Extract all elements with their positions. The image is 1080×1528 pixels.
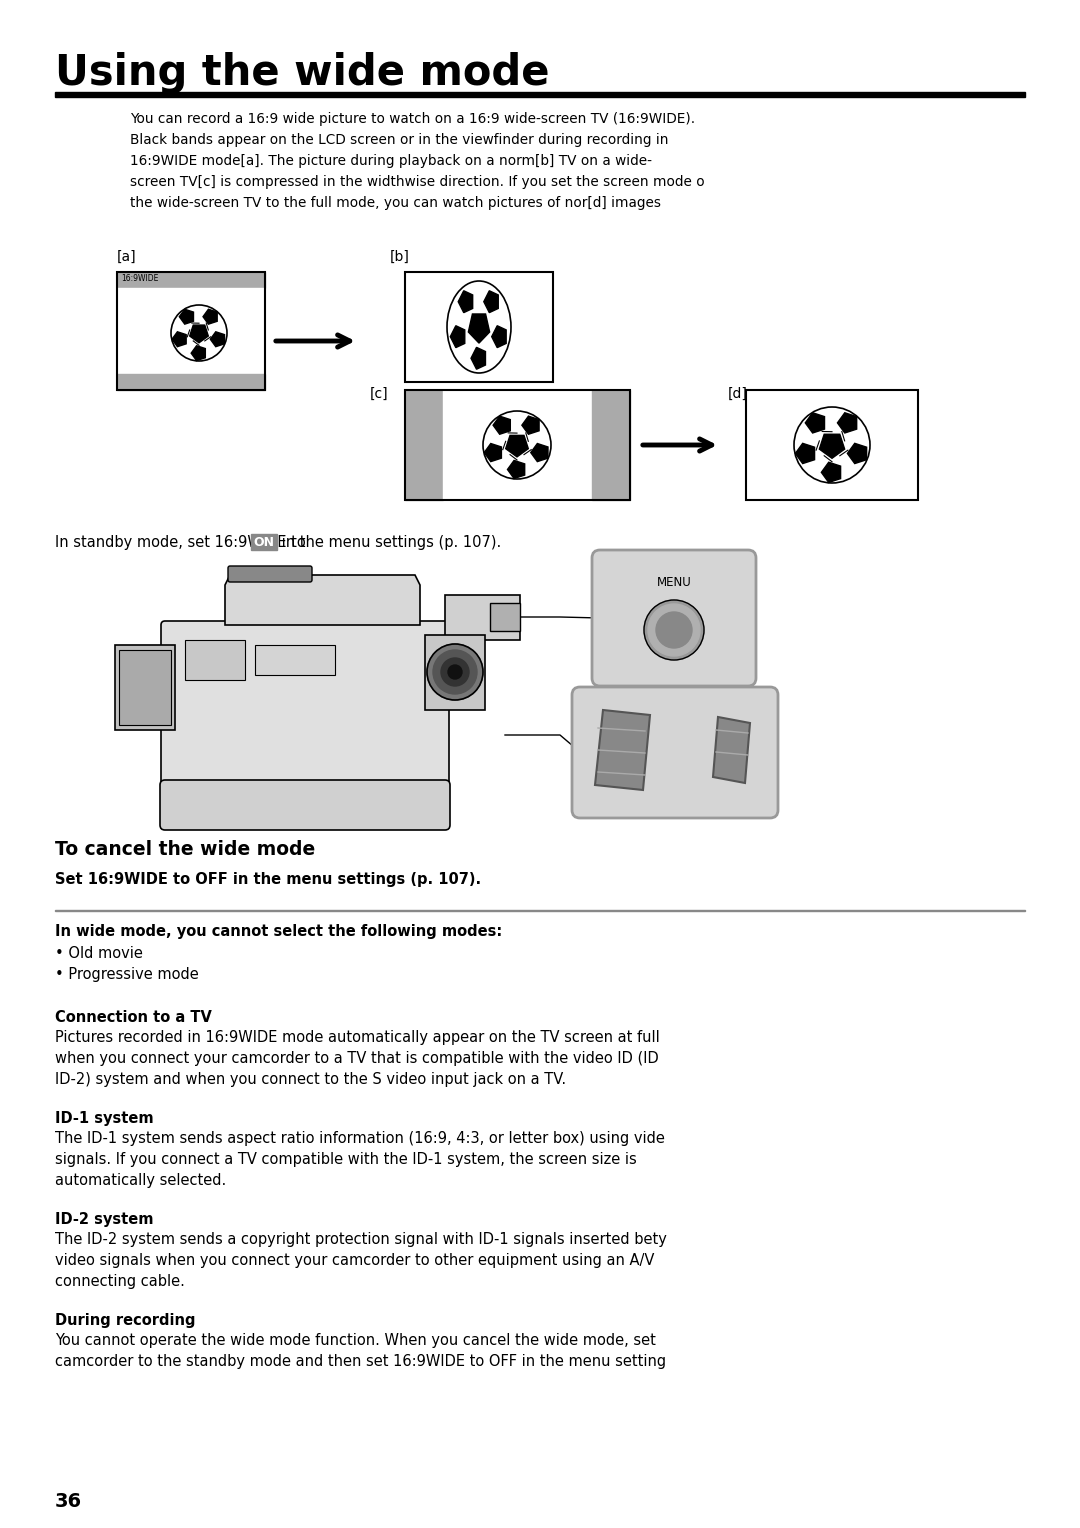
Bar bbox=[746, 390, 918, 500]
Text: During recording: During recording bbox=[55, 1313, 195, 1328]
Text: In wide mode, you cannot select the following modes:: In wide mode, you cannot select the foll… bbox=[55, 924, 502, 940]
Text: 16:9WIDE: 16:9WIDE bbox=[121, 274, 159, 283]
Text: • Old movie: • Old movie bbox=[55, 946, 143, 961]
Bar bbox=[117, 287, 265, 374]
Text: Black bands appear on the LCD screen or in the viewfinder during recording in: Black bands appear on the LCD screen or … bbox=[130, 133, 669, 147]
FancyBboxPatch shape bbox=[228, 565, 312, 582]
Bar bbox=[251, 533, 276, 550]
Text: Connection to a TV: Connection to a TV bbox=[55, 1010, 212, 1025]
Text: 16:9WIDE mode[a]. The picture during playback on a norm[b] TV on a wide-: 16:9WIDE mode[a]. The picture during pla… bbox=[130, 154, 652, 168]
Text: MENU: MENU bbox=[657, 576, 691, 588]
Polygon shape bbox=[484, 290, 498, 313]
Bar bbox=[592, 390, 630, 500]
Text: The ID-1 system sends aspect ratio information (16:9, 4:3, or letter box) using : The ID-1 system sends aspect ratio infor… bbox=[55, 1131, 665, 1146]
Text: The ID-2 system sends a copyright protection signal with ID-1 signals inserted b: The ID-2 system sends a copyright protec… bbox=[55, 1232, 666, 1247]
Bar bbox=[117, 272, 265, 287]
Text: [b]: [b] bbox=[390, 251, 410, 264]
FancyBboxPatch shape bbox=[160, 779, 450, 830]
Text: signals. If you connect a TV compatible with the ID-1 system, the screen size is: signals. If you connect a TV compatible … bbox=[55, 1152, 637, 1167]
Text: ID-2 system: ID-2 system bbox=[55, 1212, 153, 1227]
Polygon shape bbox=[795, 443, 814, 463]
Polygon shape bbox=[848, 443, 866, 463]
Polygon shape bbox=[203, 309, 217, 324]
Text: screen TV[c] is compressed in the widthwise direction. If you set the screen mod: screen TV[c] is compressed in the widthw… bbox=[130, 176, 704, 189]
Polygon shape bbox=[494, 416, 511, 434]
Circle shape bbox=[794, 406, 870, 483]
Text: video signals when you connect your camcorder to other equipment using an A/V: video signals when you connect your camc… bbox=[55, 1253, 654, 1268]
Text: the wide-screen TV to the full mode, you can watch pictures of nor[d] images: the wide-screen TV to the full mode, you… bbox=[130, 196, 661, 209]
Polygon shape bbox=[820, 434, 845, 458]
Polygon shape bbox=[713, 717, 750, 782]
Text: [c]: [c] bbox=[370, 387, 389, 400]
Bar bbox=[185, 640, 245, 680]
Text: camcorder to the standby mode and then set 16:9WIDE to OFF in the menu setting: camcorder to the standby mode and then s… bbox=[55, 1354, 666, 1369]
Polygon shape bbox=[530, 443, 548, 461]
Polygon shape bbox=[595, 711, 650, 790]
Polygon shape bbox=[450, 325, 464, 347]
Text: Pictures recorded in 16:9WIDE mode automatically appear on the TV screen at full: Pictures recorded in 16:9WIDE mode autom… bbox=[55, 1030, 660, 1045]
Circle shape bbox=[656, 613, 692, 648]
Polygon shape bbox=[172, 332, 186, 347]
Polygon shape bbox=[211, 332, 225, 347]
Bar bbox=[405, 272, 553, 382]
Text: To cancel the wide mode: To cancel the wide mode bbox=[55, 840, 315, 859]
Text: • Progressive mode: • Progressive mode bbox=[55, 967, 199, 983]
Text: 36: 36 bbox=[55, 1491, 82, 1511]
FancyBboxPatch shape bbox=[572, 688, 778, 817]
Bar bbox=[490, 604, 519, 631]
Polygon shape bbox=[508, 460, 525, 478]
Circle shape bbox=[483, 411, 551, 478]
Bar bbox=[119, 649, 171, 724]
Polygon shape bbox=[484, 443, 501, 461]
Polygon shape bbox=[505, 435, 528, 457]
Text: [a]: [a] bbox=[117, 251, 137, 264]
Circle shape bbox=[648, 604, 700, 656]
Polygon shape bbox=[179, 309, 193, 324]
Bar bbox=[443, 390, 592, 500]
Circle shape bbox=[644, 601, 704, 660]
Text: Using the wide mode: Using the wide mode bbox=[55, 52, 550, 95]
Text: when you connect your camcorder to a TV that is compatible with the video ID (ID: when you connect your camcorder to a TV … bbox=[55, 1051, 659, 1067]
Text: [d]: [d] bbox=[728, 387, 747, 400]
Circle shape bbox=[171, 306, 227, 361]
Text: You cannot operate the wide mode function. When you cancel the wide mode, set: You cannot operate the wide mode functio… bbox=[55, 1332, 656, 1348]
Ellipse shape bbox=[447, 281, 511, 373]
Text: In standby mode, set 16:9WIDE to: In standby mode, set 16:9WIDE to bbox=[55, 535, 310, 550]
Text: You can record a 16:9 wide picture to watch on a 16:9 wide-screen TV (16:9WIDE).: You can record a 16:9 wide picture to wa… bbox=[130, 112, 696, 125]
Circle shape bbox=[441, 659, 469, 686]
Bar bbox=[117, 272, 265, 390]
Polygon shape bbox=[458, 290, 473, 313]
Circle shape bbox=[427, 643, 483, 700]
Circle shape bbox=[448, 665, 462, 678]
Polygon shape bbox=[822, 463, 840, 483]
Polygon shape bbox=[469, 313, 489, 344]
Bar bbox=[405, 390, 630, 500]
Polygon shape bbox=[837, 413, 856, 432]
Circle shape bbox=[433, 649, 477, 694]
Polygon shape bbox=[806, 413, 824, 432]
Bar bbox=[55, 92, 1025, 96]
Bar bbox=[405, 390, 443, 500]
Bar bbox=[445, 594, 519, 640]
Text: automatically selected.: automatically selected. bbox=[55, 1174, 226, 1187]
Polygon shape bbox=[471, 347, 486, 370]
Polygon shape bbox=[225, 575, 420, 625]
Text: ID-1 system: ID-1 system bbox=[55, 1111, 153, 1126]
FancyBboxPatch shape bbox=[161, 620, 449, 788]
Bar bbox=[117, 374, 265, 390]
FancyBboxPatch shape bbox=[592, 550, 756, 686]
Text: Set 16:9WIDE to OFF in the menu settings (p. 107).: Set 16:9WIDE to OFF in the menu settings… bbox=[55, 872, 481, 886]
Polygon shape bbox=[190, 325, 208, 342]
Polygon shape bbox=[491, 325, 507, 347]
Bar bbox=[255, 645, 335, 675]
Bar bbox=[426, 636, 485, 711]
Text: connecting cable.: connecting cable. bbox=[55, 1274, 185, 1290]
Polygon shape bbox=[191, 345, 205, 361]
Text: in the menu settings (p. 107).: in the menu settings (p. 107). bbox=[276, 535, 501, 550]
Bar bbox=[114, 645, 175, 730]
Text: ID-2) system and when you connect to the S video input jack on a TV.: ID-2) system and when you connect to the… bbox=[55, 1073, 566, 1086]
Polygon shape bbox=[522, 416, 539, 434]
Text: ON: ON bbox=[254, 535, 274, 549]
